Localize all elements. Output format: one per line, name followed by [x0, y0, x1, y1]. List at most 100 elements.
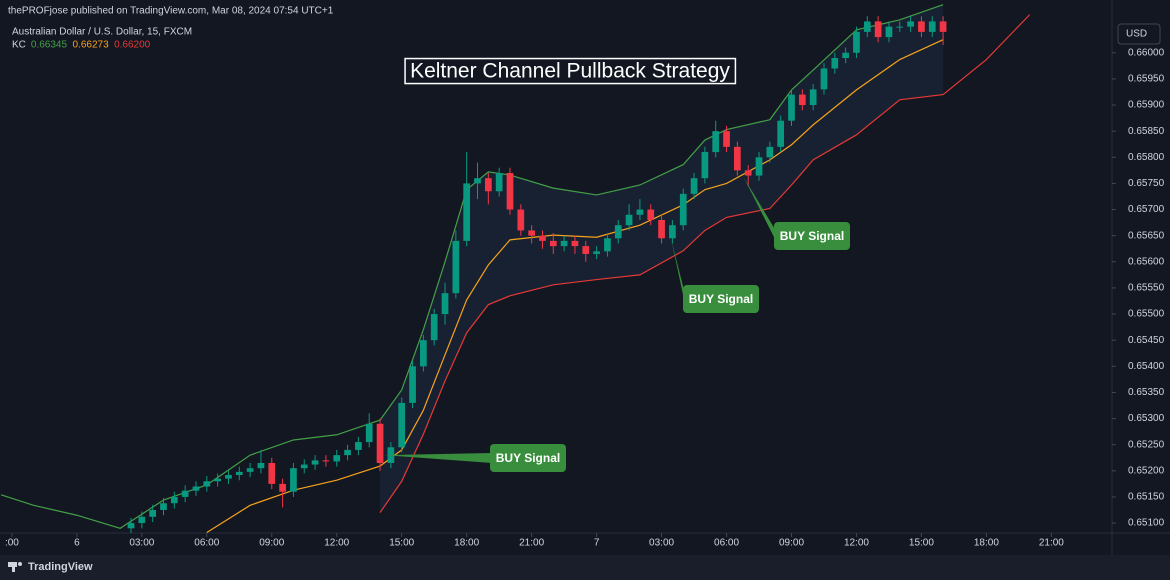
candle-body — [647, 209, 655, 220]
candle-body — [170, 496, 178, 504]
annotation: BUY Signal — [384, 444, 566, 472]
candle-body — [257, 462, 265, 469]
annotation-text: BUY Signal — [496, 451, 560, 465]
candle-body — [474, 178, 481, 184]
annotation: BUY Signal — [743, 177, 850, 250]
candle-body — [831, 58, 839, 69]
y-tick-label: 0.65100 — [1128, 518, 1165, 529]
candle-body — [279, 483, 286, 492]
candle-body — [333, 455, 341, 462]
candle-body — [842, 52, 849, 59]
x-tick-label: 6 — [74, 538, 80, 549]
y-tick-label: 0.65250 — [1128, 439, 1165, 450]
candle-body — [669, 225, 676, 239]
x-tick-label: 09:00 — [259, 538, 284, 549]
annotation-pointer — [384, 453, 492, 463]
candle-body — [160, 503, 167, 511]
candle-body — [798, 94, 806, 106]
annotation-pointer — [671, 239, 685, 304]
candle-body — [744, 170, 752, 176]
candle-body — [712, 131, 720, 153]
candle-body — [290, 468, 297, 492]
x-tick-label: 06:00 — [714, 538, 739, 549]
annotation-box — [490, 444, 566, 472]
candle-body — [528, 230, 535, 236]
candle-body — [701, 152, 709, 179]
indicator-value: 0.66345 — [31, 40, 68, 51]
y-tick-label: 0.65200 — [1128, 465, 1165, 476]
x-tick-label: 15:00 — [909, 538, 934, 549]
annotation-box — [774, 222, 850, 250]
candle-body — [582, 246, 590, 254]
candle-body — [398, 402, 406, 448]
candle-body — [311, 460, 319, 465]
y-tick-label: 0.65550 — [1128, 283, 1165, 294]
candle-body — [344, 449, 351, 456]
x-tick-label: 03:00 — [129, 538, 154, 549]
y-tick-label: 0.65150 — [1128, 492, 1165, 503]
candle-body — [788, 94, 795, 121]
publisher: thePROFjose published on TradingView.com… — [8, 6, 334, 17]
candle-body — [853, 31, 860, 53]
candle-body — [517, 209, 525, 231]
chart-title: Keltner Channel Pullback Strategy — [410, 60, 730, 83]
y-tick-label: 0.65900 — [1128, 100, 1165, 111]
y-tick-label: 0.65450 — [1128, 335, 1165, 346]
y-tick-label: 0.65500 — [1128, 309, 1165, 320]
symbol: Australian Dollar / U.S. Dollar, 15, FXC… — [12, 27, 192, 38]
x-tick-label: 21:00 — [1039, 538, 1064, 549]
candle-body — [907, 21, 914, 27]
indicator-value: 0.66273 — [72, 40, 109, 51]
currency-box[interactable] — [1117, 23, 1161, 45]
candle-body — [181, 490, 189, 497]
x-tick-label: :00 — [5, 538, 19, 549]
candle-body — [604, 238, 611, 252]
x-tick-label: 12:00 — [844, 538, 869, 549]
y-tick-label: 0.65350 — [1128, 387, 1165, 398]
candle-body — [192, 486, 200, 491]
candle-body — [452, 240, 460, 294]
x-tick-label: 7 — [594, 538, 600, 549]
candle-body — [441, 293, 449, 315]
y-tick-label: 0.65950 — [1128, 74, 1165, 85]
annotation-box — [683, 285, 759, 313]
candle-body — [766, 146, 774, 158]
candle-body — [625, 214, 633, 226]
candle-body — [127, 523, 135, 529]
candle-body — [225, 474, 232, 479]
candle-body — [149, 510, 157, 517]
candle-body — [723, 131, 730, 147]
candle-body — [376, 423, 384, 463]
candle-body — [679, 193, 687, 226]
candle-body — [636, 209, 644, 215]
annotation-text: BUY Signal — [689, 292, 753, 306]
y-tick-label: 0.65300 — [1128, 413, 1165, 424]
currency: USD — [1126, 29, 1147, 40]
x-tick-label: 09:00 — [779, 538, 804, 549]
y-tick-label: 0.65600 — [1128, 256, 1165, 267]
y-tick-label: 0.66000 — [1128, 47, 1165, 58]
candle-body — [484, 178, 492, 192]
brand-logo — [8, 562, 22, 572]
candle-body — [539, 235, 546, 241]
candle-body — [755, 157, 763, 176]
candle-body — [560, 240, 568, 247]
candle-body — [820, 68, 828, 90]
annotation: BUY Signal — [671, 239, 759, 313]
x-tick-label: 12:00 — [324, 538, 349, 549]
candle-body — [235, 471, 243, 475]
channel-fill — [380, 4, 944, 513]
candle-body — [809, 89, 817, 106]
candle-body — [420, 340, 427, 367]
candle-body — [885, 26, 893, 38]
y-tick-label: 0.65700 — [1128, 204, 1165, 215]
candle-body — [138, 516, 146, 524]
x-tick-label: 03:00 — [649, 538, 674, 549]
footer-bar — [0, 555, 1170, 580]
candle-body — [409, 366, 416, 403]
candle-body — [549, 240, 557, 247]
candle-body — [777, 120, 785, 147]
x-tick-label: 06:00 — [194, 538, 219, 549]
